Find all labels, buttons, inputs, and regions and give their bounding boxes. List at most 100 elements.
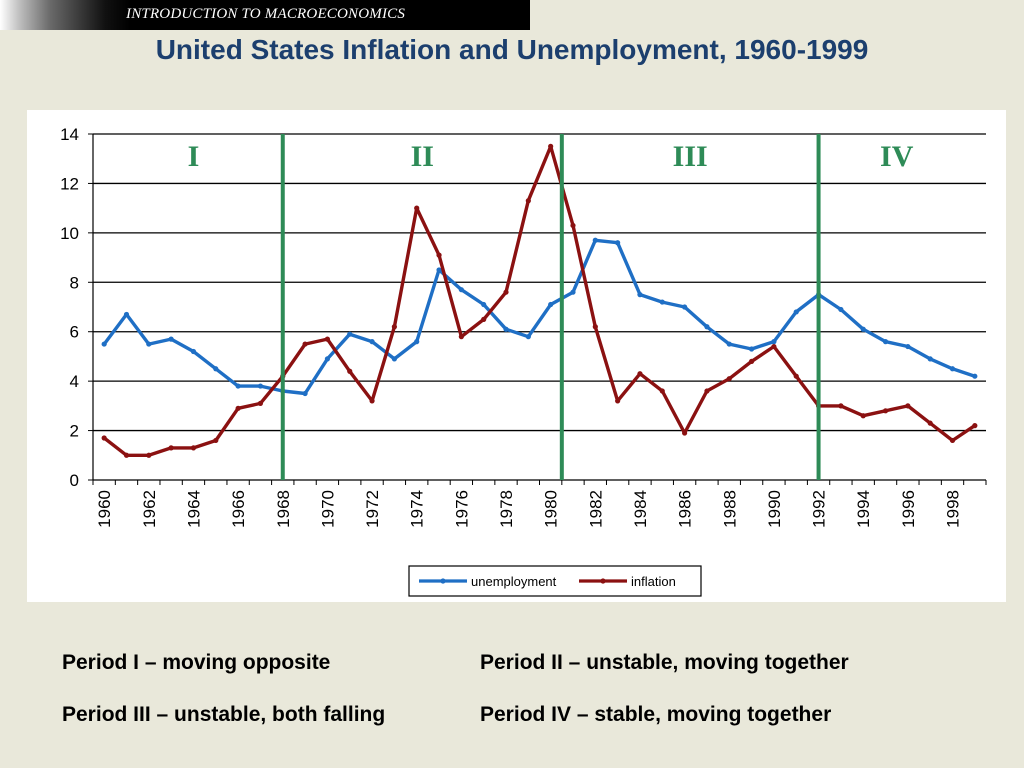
data-point-unemployment [391,356,397,362]
data-point-unemployment [146,341,152,347]
data-point-unemployment [190,348,197,355]
legend-marker-inflation [600,578,606,584]
x-tick-label: 1998 [944,490,963,528]
line-chart: 0 2 4 6 8 10 12 14 1960 1962 1964 1966 1968 1970 1972 1… [60,125,987,597]
data-point-unemployment [793,309,799,315]
y-tick-label: 4 [70,372,79,391]
caption-period-1: Period I – moving opposite [62,651,331,674]
data-point-inflation [905,403,911,409]
legend-label-unemployment: unemployment [471,574,557,589]
data-point-unemployment [570,289,576,295]
data-point-inflation [838,403,844,409]
data-point-inflation [637,371,643,377]
data-point-unemployment [458,287,464,293]
data-point-inflation [302,341,308,347]
x-tick-label: 1968 [274,490,293,528]
x-tick-label: 1994 [854,490,873,528]
data-point-inflation [458,334,464,340]
data-point-unemployment [838,306,844,313]
data-point-unemployment [213,366,219,372]
data-point-inflation [235,405,241,411]
data-point-inflation [123,452,130,458]
y-tick-label: 6 [70,323,79,342]
data-point-unemployment [503,326,509,332]
data-point-unemployment [771,339,777,345]
data-point-unemployment [369,339,375,345]
data-point-inflation [347,368,353,374]
data-point-inflation [414,205,420,211]
y-tick-label: 0 [70,471,79,490]
data-point-unemployment [905,343,911,350]
data-point-unemployment [235,383,241,389]
data-point-inflation [570,222,576,229]
data-point-unemployment [548,301,554,308]
data-point-inflation [436,252,442,258]
data-point-unemployment [123,311,130,318]
period-label: II [411,140,434,173]
data-point-unemployment [615,240,621,246]
data-point-unemployment [302,390,308,397]
series-line-unemployment [102,238,976,396]
legend-label-inflation: inflation [631,574,676,589]
x-tick-label: 1962 [140,490,159,528]
data-point-inflation [949,437,956,444]
period-label: I [188,140,200,173]
data-point-inflation [213,437,219,444]
x-tick-label: 1976 [452,490,471,528]
y-tick-label: 12 [60,174,79,193]
data-point-unemployment [659,299,665,305]
data-point-inflation [793,373,799,379]
caption-period-2: Period II – unstable, moving together [480,651,849,674]
data-point-unemployment [257,383,264,389]
data-point-inflation [168,445,174,451]
y-tick-label: 10 [60,224,79,243]
y-tick-label: 8 [70,273,79,292]
data-point-unemployment [324,356,331,362]
data-point-inflation [659,388,665,394]
data-point-inflation [615,398,621,404]
x-tick-label: 1974 [408,490,427,528]
x-tick-label: 1978 [497,490,516,528]
x-tick-label: 1992 [810,490,829,528]
data-point-inflation [146,452,152,458]
data-point-inflation [704,388,710,394]
x-tick-label: 1960 [95,490,114,528]
data-point-unemployment [525,334,531,340]
data-point-inflation [726,376,732,382]
data-point-unemployment [682,304,688,310]
x-tick-label: 1980 [542,490,561,528]
data-point-inflation [548,143,554,149]
data-point-unemployment [347,331,353,337]
data-point-unemployment [726,341,732,347]
series-line-inflation [103,144,976,457]
data-point-unemployment [168,336,174,342]
data-point-unemployment [704,324,710,330]
data-point-unemployment [481,301,487,308]
y-tick-label: 2 [70,422,79,441]
data-point-inflation [190,445,197,451]
data-point-unemployment [101,341,107,347]
y-tick-label: 14 [60,125,79,144]
x-tick-label: 1972 [363,490,382,528]
data-point-inflation [257,400,264,406]
data-point-inflation [324,336,331,342]
data-point-inflation [369,398,375,404]
slide-title: United States Inflation and Unemployment… [155,34,869,65]
x-tick-label: 1990 [765,490,784,528]
data-point-inflation [682,430,688,436]
data-point-unemployment [882,339,889,345]
data-point-inflation [503,289,509,295]
data-point-unemployment [436,267,442,273]
period-label: III [673,140,708,173]
data-point-unemployment [860,326,866,332]
x-tick-label: 1986 [676,490,695,528]
course-title: INTRODUCTION TO MACROECONOMICS [126,6,406,22]
course-header-bar: INTRODUCTION TO MACROECONOMICS [0,0,530,30]
data-point-inflation [927,420,933,426]
data-point-unemployment [949,366,956,372]
caption-period-3: Period III – unstable, both falling [62,703,386,726]
data-point-inflation [748,358,755,364]
x-tick-label: 1966 [229,490,248,528]
data-point-inflation [525,198,531,204]
data-point-unemployment [637,292,643,298]
